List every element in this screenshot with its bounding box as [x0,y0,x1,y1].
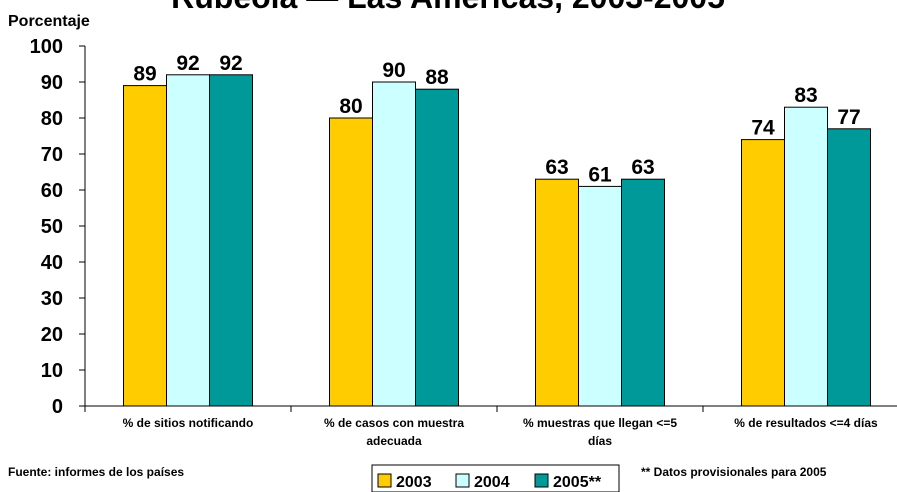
bar-2003-1 [329,117,373,407]
y-tick-label: 40 [41,252,63,274]
bar-2005-3 [827,128,871,407]
footnote: ** Datos provisionales para 2005 [641,465,827,479]
x-category-label: % de casos con muestra [324,416,464,430]
y-tick-label: 50 [41,216,63,238]
y-tick-label: 90 [41,72,63,94]
value-label: 89 [133,63,156,86]
y-tick-label: 60 [41,180,63,202]
x-category-label: % de sitios notificando [123,416,254,430]
value-label: 63 [631,156,654,179]
legend-label: 2003 [396,474,432,491]
y-tick-label: 70 [41,144,63,166]
y-tick-label: 20 [41,324,63,346]
legend-swatch-2003 [377,473,392,488]
value-label: 74 [751,117,775,140]
x-category-label: adecuada [366,434,422,448]
bar-2003-3 [741,139,785,407]
y-tick-label: 10 [41,360,63,382]
source-note: Fuente: informes de los países [8,465,184,479]
value-labels-group: 89 92 92 80 90 88 63 61 63 74 83 77 [133,52,860,187]
bars-group [123,74,871,407]
bar-2005-1 [415,88,459,407]
x-axis: % de sitios notificando % de casos con mu… [84,406,878,448]
legend-swatch-2005 [534,473,549,488]
legend-box [371,464,620,492]
y-tick-label: 30 [41,288,63,310]
bar-2004-0 [166,74,210,407]
x-category-label: % de resultados <=4 días [734,416,878,430]
bar-2004-2 [578,185,622,407]
x-category-label: días [588,434,612,448]
value-label: 88 [425,66,449,89]
value-label: 83 [794,84,817,107]
value-label: 92 [219,52,242,75]
x-category-label: % muestras que llegan <=5 [523,416,677,430]
y-tick-label: 80 [41,108,63,130]
value-label: 92 [176,52,199,75]
y-axis: 0 10 20 30 40 50 60 70 80 90 100 [30,36,85,418]
value-label: 80 [339,95,362,118]
value-label: 61 [588,163,612,186]
value-label: 63 [545,156,568,179]
chart-title: Rubéola — Las Américas, 2003-2005 [171,0,725,15]
legend-label: 2004 [474,474,510,491]
bar-2005-2 [621,178,665,407]
legend-swatch-2004 [455,473,470,488]
y-axis-label: Porcentaje [8,13,90,30]
bar-2003-0 [123,85,167,407]
y-tick-label: 100 [30,36,63,58]
legend: 2003 2004 2005** [371,464,620,492]
y-tick-label: 0 [52,396,63,418]
value-label: 77 [837,106,860,129]
value-label: 90 [382,59,405,82]
legend-label: 2005** [553,474,602,491]
bar-2004-1 [372,81,416,407]
bar-2005-0 [209,74,253,407]
bar-2004-3 [784,106,828,407]
bar-2003-2 [535,178,579,407]
